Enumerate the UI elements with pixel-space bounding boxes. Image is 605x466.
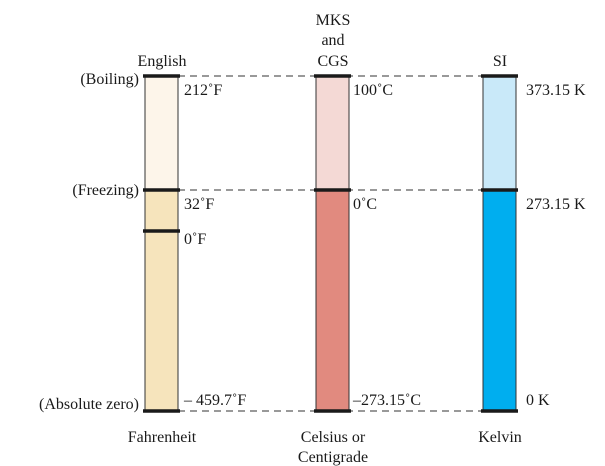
celsius-absolute-value: –273.15˚C [352, 392, 421, 409]
kelvin-freezing-value: 273.15 K [526, 196, 586, 213]
celsius-upper-fill [316, 76, 349, 190]
kelvin-absolute-value: 0 K [526, 392, 550, 409]
fahrenheit-system-label: English [138, 53, 187, 70]
celsius-name-line-1: Celsius or [301, 429, 366, 446]
absolute-zero-label: (Absolute zero) [39, 396, 139, 413]
freezing-label: (Freezing) [72, 182, 139, 199]
fahrenheit-boiling-value: 212˚F [184, 82, 222, 99]
celsius-name-line-2: Centigrade [298, 449, 368, 466]
fahrenheit-name-label: Fahrenheit [128, 429, 197, 446]
kelvin-system-label: SI [493, 53, 507, 70]
celsius-boiling-value: 100˚C [353, 82, 393, 99]
kelvin-lower-fill [483, 190, 516, 411]
celsius-lower-fill [316, 190, 349, 411]
celsius-freezing-value: 0˚C [353, 196, 377, 213]
fahrenheit-upper-fill [145, 76, 178, 190]
kelvin-boiling-value: 373.15 K [526, 82, 586, 99]
celsius-system-line-2: and [321, 32, 344, 49]
celsius-system-line-1: MKS [316, 12, 351, 29]
fahrenheit-lower-fill [145, 190, 178, 411]
fahrenheit-zero-value: 0˚F [184, 231, 206, 248]
fahrenheit-absolute-value: – 459.7˚F [183, 392, 246, 409]
kelvin-upper-fill [483, 76, 516, 190]
kelvin-name-label: Kelvin [478, 429, 522, 446]
kelvin-column [481, 74, 518, 413]
celsius-column [314, 74, 351, 413]
fahrenheit-freezing-value: 32˚F [184, 196, 214, 213]
boiling-label: (Boiling) [80, 71, 139, 88]
celsius-system-line-3: CGS [317, 53, 348, 70]
fahrenheit-column [143, 74, 180, 413]
